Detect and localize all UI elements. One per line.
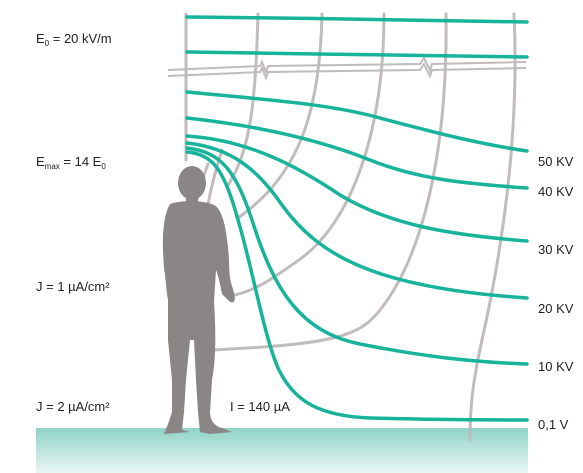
e0-label: E0 = 20 kV/m: [36, 31, 112, 48]
equipotential-0v1: [185, 150, 529, 422]
emax-value: = 14 E: [59, 154, 102, 169]
equipotential-10kv: [185, 146, 529, 366]
equipotential-50kv: [185, 90, 529, 153]
equipotential-top-1: [185, 15, 529, 24]
break-line-top: [167, 56, 527, 75]
emax-subscript: max: [44, 162, 60, 171]
potential-label-20kv: 20 KV: [538, 301, 574, 316]
equipotential-40kv: [185, 116, 529, 190]
field-line: [226, 12, 260, 187]
j1-label: J = 1 µA/cm²: [36, 279, 110, 294]
person-head: [178, 166, 206, 200]
e0-symbol: E: [36, 31, 45, 46]
field-line: [210, 12, 448, 352]
break-line-bottom: [167, 62, 527, 81]
potential-label-30kv: 30 KV: [538, 242, 574, 257]
e0-value: = 20 kV/m: [49, 31, 112, 46]
field-line: [228, 12, 386, 298]
field-line: [236, 12, 324, 220]
person-torso: [162, 201, 235, 434]
person-silhouette: [162, 166, 235, 434]
field-line: [468, 12, 517, 442]
e0-subscript: 0: [44, 39, 50, 48]
current-label: I = 140 µA: [230, 399, 290, 414]
ground: [36, 428, 528, 473]
potential-label-40kv: 40 KV: [538, 184, 574, 199]
person-neck: [186, 196, 198, 206]
scale-break: [167, 56, 527, 81]
equipotential-20kv: [185, 141, 529, 300]
j2-label: J = 2 µA/cm²: [36, 399, 110, 414]
equipotential-lines: [185, 15, 529, 422]
field-lines: [184, 12, 517, 442]
emax-symbol: E: [36, 154, 45, 169]
potential-label-50kv: 50 KV: [538, 154, 574, 169]
potential-label-0v1: 0,1 V: [538, 417, 569, 432]
emax-label: Emax = 14 E0: [36, 154, 106, 171]
equipotential-top-2: [185, 50, 529, 59]
potential-label-10kv: 10 KV: [538, 359, 574, 374]
emax-e0-subscript: 0: [101, 162, 106, 171]
equipotential-30kv: [185, 134, 529, 243]
